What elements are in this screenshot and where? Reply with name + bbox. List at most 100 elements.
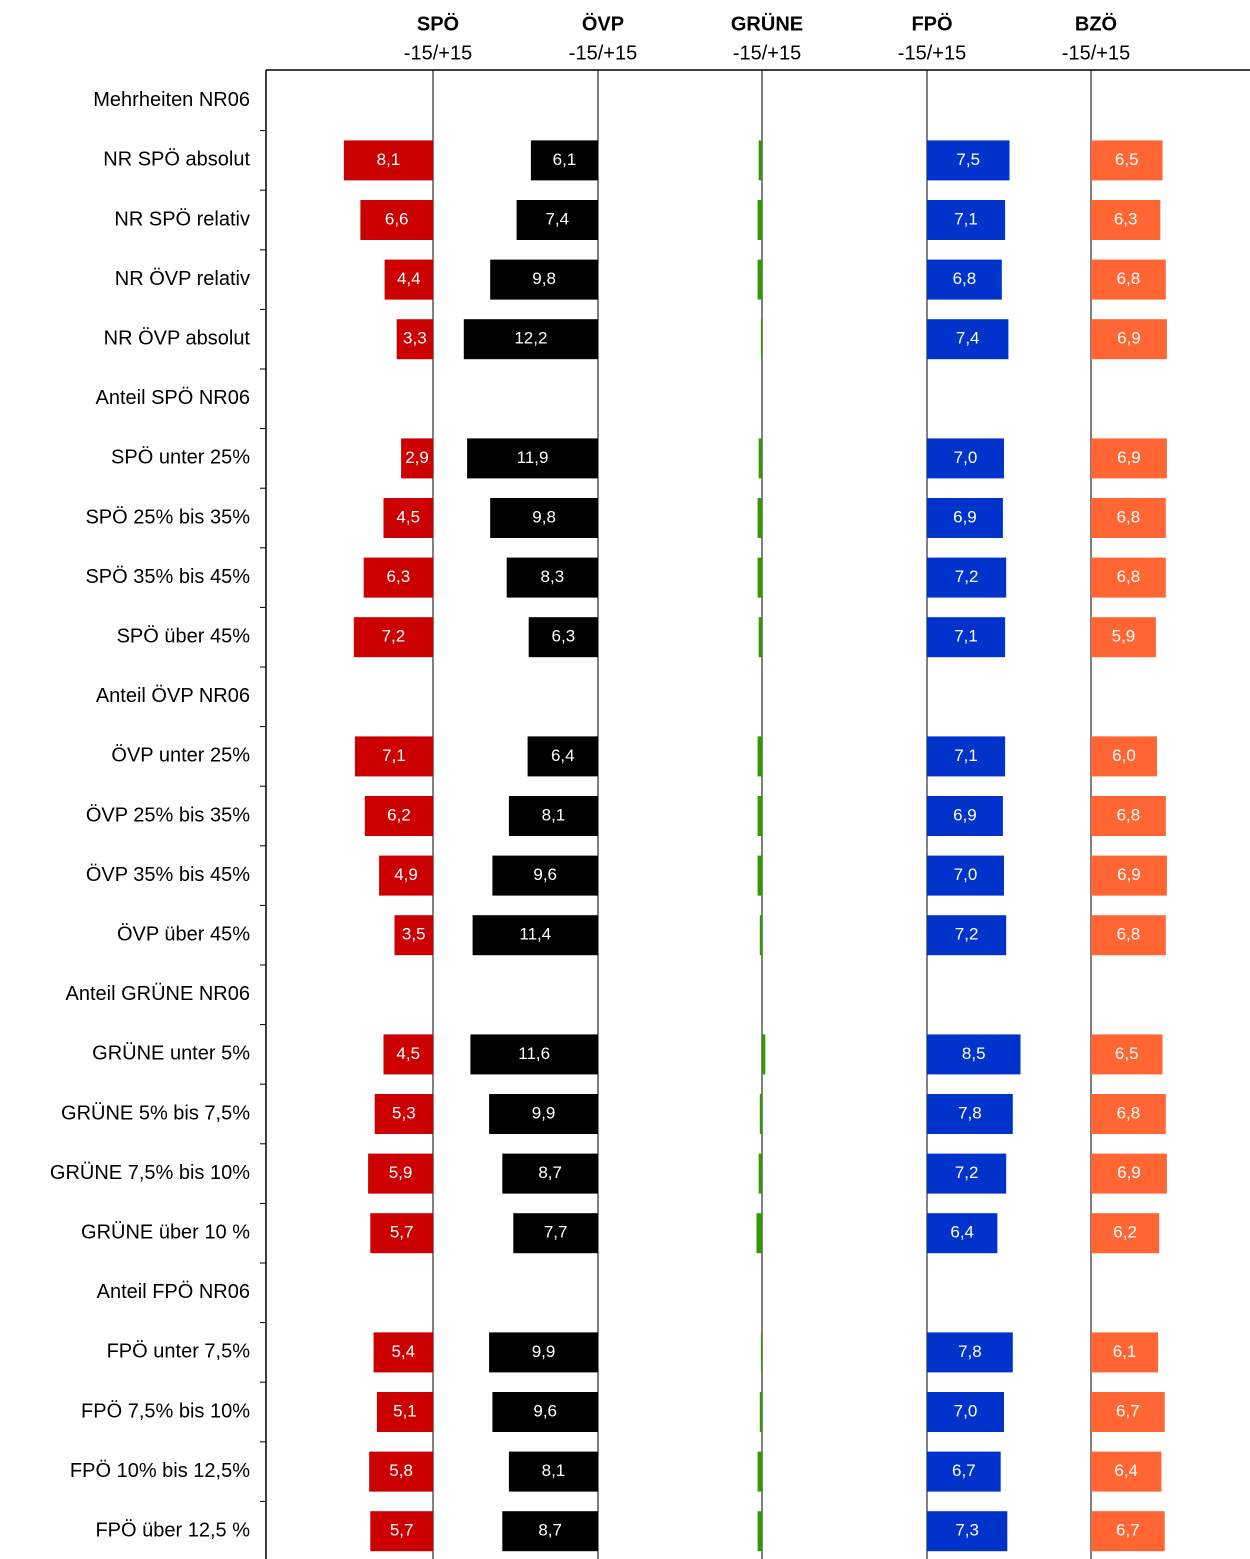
value-label: 7,0 <box>954 448 978 467</box>
value-label: 5,4 <box>391 1342 415 1361</box>
value-label: 5,3 <box>392 1103 416 1122</box>
bar <box>513 1213 598 1254</box>
bar <box>489 1094 598 1134</box>
bar <box>927 1153 1007 1194</box>
category-label: GRÜNE 5% bis 7,5% <box>61 1102 250 1124</box>
value-label: 7,1 <box>954 746 978 765</box>
value-label: 9,8 <box>532 269 556 288</box>
bar <box>516 200 598 240</box>
bar <box>927 1034 1021 1075</box>
category-label: ÖVP 25% bis 35% <box>86 804 250 826</box>
value-label: 7,3 <box>955 1521 979 1540</box>
value-label: 6,8 <box>1117 507 1141 526</box>
value-label: 6,9 <box>953 507 977 526</box>
bar <box>396 319 433 360</box>
value-label: 6,7 <box>1116 1401 1140 1420</box>
bar <box>927 1451 1001 1492</box>
bar <box>527 736 598 777</box>
value-label: 2,9 <box>405 448 429 467</box>
bar <box>467 438 598 479</box>
value-label: 9,8 <box>532 507 556 526</box>
bar <box>1091 1332 1159 1373</box>
value-label: 8,1 <box>377 150 401 169</box>
bar <box>343 140 433 181</box>
bar <box>1091 1153 1167 1194</box>
value-label: 9,9 <box>532 1103 556 1122</box>
bar <box>927 140 1010 181</box>
bar <box>927 1213 998 1254</box>
bar <box>927 855 1004 896</box>
bar <box>927 1392 1004 1432</box>
category-label: GRÜNE über 10 % <box>81 1221 250 1243</box>
bar <box>927 736 1006 777</box>
bar <box>1091 259 1166 300</box>
value-label: 6,5 <box>1115 1044 1139 1063</box>
value-label: 7,2 <box>955 567 979 586</box>
value-label: 6,4 <box>551 746 575 765</box>
bar <box>1091 498 1166 538</box>
category-label: Anteil SPÖ NR06 <box>95 387 250 409</box>
bar <box>502 1511 598 1552</box>
bar <box>758 617 762 658</box>
category-label: NR ÖVP absolut <box>104 327 251 349</box>
bar <box>506 557 598 598</box>
bar <box>1091 557 1166 598</box>
value-label: 5,9 <box>1112 627 1136 646</box>
value-label: 6,7 <box>1116 1521 1140 1540</box>
value-label: 6,8 <box>1117 269 1141 288</box>
category-label: FPÖ unter 7,5% <box>107 1341 251 1363</box>
value-label: 4,9 <box>394 865 418 884</box>
category-label: GRÜNE unter 5% <box>92 1043 250 1065</box>
bar <box>927 557 1007 598</box>
category-label: Anteil FPÖ NR06 <box>97 1281 250 1303</box>
bar <box>508 796 598 836</box>
bar <box>757 855 762 896</box>
bar <box>1091 1451 1162 1492</box>
bar <box>364 796 433 836</box>
bar <box>762 1034 766 1075</box>
category-label: NR ÖVP relativ <box>115 268 250 290</box>
value-label: 8,7 <box>538 1521 562 1540</box>
bar <box>508 1451 598 1492</box>
bar <box>489 1332 598 1373</box>
value-label: 8,1 <box>542 805 566 824</box>
value-label: 7,0 <box>954 865 978 884</box>
value-label: 7,2 <box>955 1163 979 1182</box>
value-label: 7,0 <box>954 1401 978 1420</box>
bar <box>472 915 598 956</box>
value-label: 6,9 <box>1117 329 1141 348</box>
category-label: GRÜNE 7,5% bis 10% <box>50 1162 250 1184</box>
category-label: FPÖ über 12,5 % <box>95 1519 250 1541</box>
value-label: 4,4 <box>397 269 421 288</box>
bar <box>369 1451 433 1492</box>
scale-label: -15/+15 <box>404 42 472 64</box>
bar <box>1091 1213 1160 1254</box>
bar <box>502 1153 598 1194</box>
bar <box>1091 438 1167 479</box>
value-label: 6,8 <box>1117 1103 1141 1122</box>
bar <box>379 855 433 896</box>
value-label: 6,3 <box>552 627 576 646</box>
value-label: 4,5 <box>396 507 420 526</box>
value-label: 8,3 <box>541 567 565 586</box>
bar <box>757 557 762 598</box>
value-label: 6,8 <box>953 269 977 288</box>
value-label: 6,1 <box>1113 1342 1137 1361</box>
category-label: ÖVP über 45% <box>117 923 250 945</box>
value-label: 11,6 <box>518 1044 550 1063</box>
bar <box>758 140 762 181</box>
scale-label: -15/+15 <box>733 42 801 64</box>
bar <box>530 140 598 181</box>
category-label: ÖVP unter 25% <box>111 745 250 767</box>
value-label: 6,4 <box>950 1223 974 1242</box>
value-label: 7,1 <box>954 627 978 646</box>
value-label: 8,1 <box>542 1461 566 1480</box>
bar <box>757 498 762 538</box>
series-name: ÖVP <box>582 12 624 35</box>
bar <box>757 736 762 777</box>
value-label: 6,5 <box>1115 150 1139 169</box>
value-label: 4,5 <box>396 1044 420 1063</box>
bar <box>757 259 762 300</box>
bar <box>759 1094 762 1134</box>
